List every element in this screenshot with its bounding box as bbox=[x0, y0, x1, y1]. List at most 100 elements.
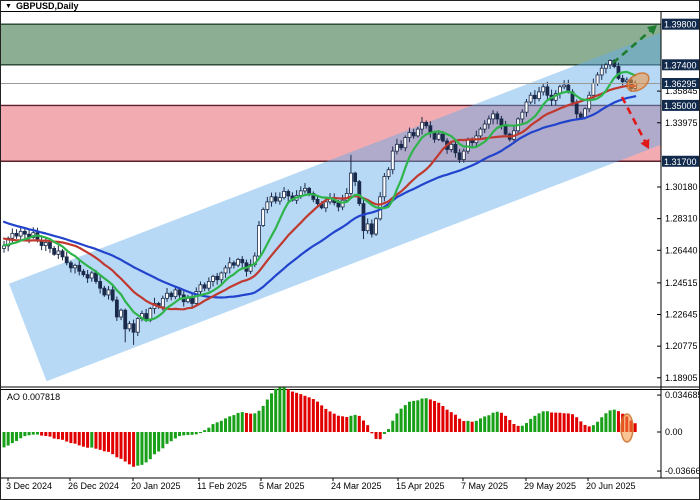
ao-bar-down bbox=[558, 412, 562, 433]
bull-candle bbox=[269, 196, 274, 203]
bear-candle bbox=[215, 275, 220, 281]
ao-bar-down bbox=[107, 432, 110, 452]
bull-candle bbox=[486, 118, 491, 125]
ao-bar-up bbox=[529, 418, 533, 433]
bull-candle bbox=[186, 297, 190, 303]
ao-bar-down bbox=[566, 413, 570, 433]
bull-candle bbox=[6, 237, 11, 247]
bull-candle bbox=[491, 113, 495, 120]
ao-bar-down bbox=[324, 408, 328, 433]
bear-candle bbox=[48, 242, 52, 249]
ao-bar-up bbox=[278, 387, 282, 433]
ao-bar-up bbox=[604, 413, 608, 433]
ao-bar-up bbox=[495, 411, 499, 433]
bull-candle bbox=[43, 242, 48, 246]
ao-bar-up bbox=[541, 411, 545, 433]
bear-candle bbox=[307, 187, 312, 194]
price-badge bbox=[662, 59, 699, 71]
bear-candle bbox=[85, 274, 90, 279]
bull-candle bbox=[390, 150, 395, 171]
ao-bar-down bbox=[102, 432, 106, 452]
bear-candle bbox=[123, 309, 128, 330]
bull-candle bbox=[374, 218, 378, 235]
ao-bar-up bbox=[466, 420, 470, 433]
ao-bar-up bbox=[224, 418, 228, 433]
bear-candle bbox=[620, 77, 625, 83]
chevron-down-icon[interactable]: ▼ bbox=[5, 2, 12, 10]
bull-candle bbox=[18, 230, 23, 237]
ao-name: AO bbox=[7, 392, 21, 402]
bullish-projection-arrow[interactable] bbox=[612, 24, 658, 64]
ao-bar-down bbox=[441, 406, 445, 433]
bull-candle bbox=[407, 132, 412, 138]
bear-candle bbox=[240, 259, 245, 264]
price-tick-label: 1.33975 bbox=[665, 118, 698, 128]
price-tick-label: 1.24515 bbox=[665, 278, 698, 288]
bear-candle bbox=[94, 272, 98, 282]
ao-bar-down bbox=[132, 432, 136, 467]
bull-candle bbox=[595, 74, 600, 84]
ao-bar-up bbox=[545, 411, 549, 433]
ao-bar-down bbox=[61, 432, 65, 440]
ao-bar-down bbox=[303, 395, 307, 433]
ao-bar-down bbox=[579, 421, 583, 433]
date-tick-label: 24 Mar 2025 bbox=[331, 481, 382, 491]
ao-bar-up bbox=[31, 432, 35, 435]
ao-bar-up bbox=[382, 432, 386, 434]
bull-candle bbox=[604, 64, 608, 69]
ao-bar-up bbox=[253, 413, 257, 433]
bull-candle bbox=[173, 289, 178, 298]
ao-bar-up bbox=[407, 401, 411, 433]
ao-bar-down bbox=[458, 418, 462, 433]
price-highlight-ellipse[interactable] bbox=[624, 69, 652, 95]
ao-bar-up bbox=[274, 388, 278, 433]
bull-candle bbox=[520, 111, 525, 120]
ao-bar-up bbox=[525, 423, 528, 433]
ao-bar-down bbox=[587, 426, 591, 433]
bull-candle bbox=[482, 123, 487, 130]
bear-candle bbox=[231, 262, 236, 266]
bear-candle bbox=[361, 203, 366, 232]
ao-bar-up bbox=[474, 420, 478, 433]
bear-candle bbox=[315, 198, 320, 204]
price-badge bbox=[662, 78, 699, 89]
ao-bar-up bbox=[136, 432, 140, 466]
chart-title-bar[interactable]: ▼ GBPUSD,Daily bbox=[1, 1, 699, 12]
bear-candle bbox=[68, 262, 73, 269]
ao-bar-up bbox=[228, 416, 232, 433]
ao-bar-up bbox=[23, 432, 27, 437]
bull-candle bbox=[248, 264, 253, 272]
ao-bar-up bbox=[90, 432, 94, 448]
date-tick-label: 5 Mar 2025 bbox=[259, 481, 305, 491]
ao-bar-up bbox=[483, 416, 487, 433]
ao-bar-up bbox=[395, 413, 399, 433]
bull-candle bbox=[160, 297, 165, 308]
bull-candle bbox=[303, 187, 307, 192]
bull-candle bbox=[219, 272, 224, 281]
ma-mid-line bbox=[2, 84, 637, 311]
ao-bar-down bbox=[56, 432, 60, 440]
ao-bar-down bbox=[633, 423, 637, 433]
ao-bar-down bbox=[286, 389, 290, 433]
ao-bar-up bbox=[261, 405, 265, 433]
ao-bar-down bbox=[328, 411, 332, 433]
ao-tick-label: -0.036664 bbox=[665, 466, 700, 476]
bull-candle bbox=[127, 323, 132, 330]
ao-bar-down bbox=[554, 412, 558, 433]
price-tick-label: 1.18905 bbox=[665, 373, 698, 383]
ao-bar-up bbox=[152, 432, 156, 455]
bearish-projection-arrow[interactable] bbox=[620, 96, 651, 150]
ao-bar-up bbox=[35, 432, 39, 435]
ao-bar-down bbox=[341, 416, 345, 433]
ao-bar-up bbox=[203, 430, 207, 433]
ao-bar-up bbox=[27, 432, 31, 436]
bull-candle bbox=[56, 250, 61, 255]
ao-tick-label: 0.00 bbox=[665, 427, 683, 437]
bear-candle bbox=[64, 256, 69, 264]
bull-candle bbox=[478, 128, 483, 137]
target-zone bbox=[1, 24, 661, 65]
bear-candle bbox=[102, 287, 107, 296]
ao-highlight-ellipse[interactable] bbox=[620, 413, 634, 443]
